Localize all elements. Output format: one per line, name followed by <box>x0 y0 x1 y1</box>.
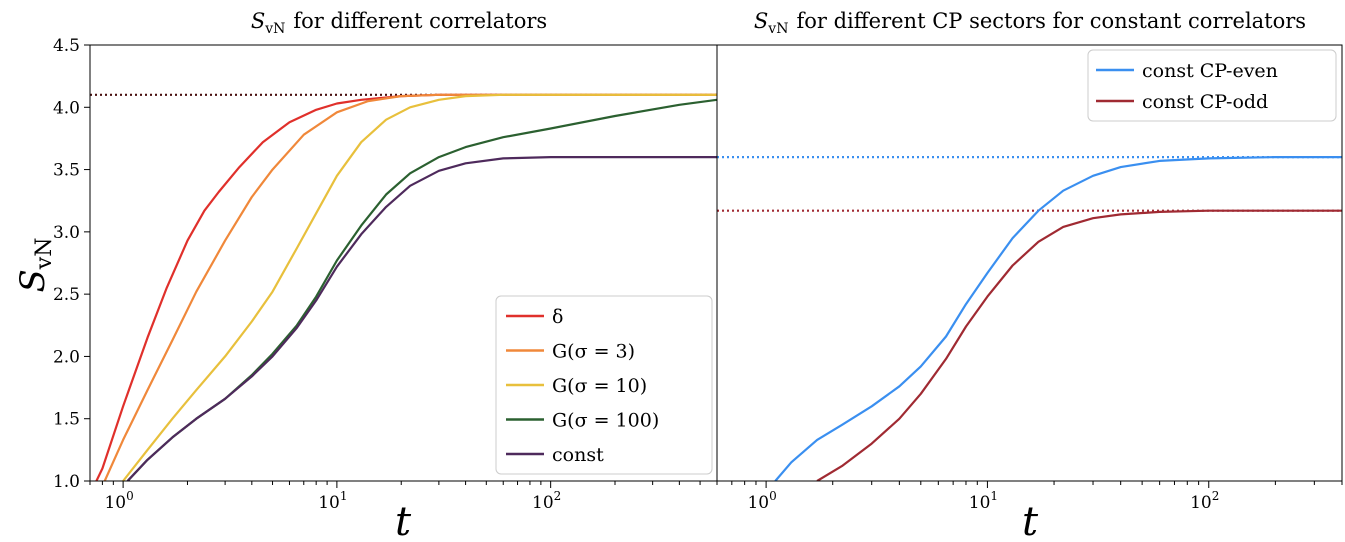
legend-label-3: G(σ = 100) <box>552 410 659 432</box>
legend-label-0: δ <box>552 306 563 328</box>
y-axis-label: SvN <box>13 238 57 293</box>
x-tick-label-1: 101 <box>318 489 347 513</box>
y-tick-label-5: 3.5 <box>53 161 80 181</box>
right-plot-frame <box>716 44 1343 482</box>
x-tick-label-0: 100 <box>104 489 133 513</box>
right-plot-area: 100 101 102 <box>716 44 1343 513</box>
y-tick-label-4: 3.0 <box>53 223 80 243</box>
series-line-2 <box>122 93 717 481</box>
y-tick-label-3: 2.5 <box>53 285 80 305</box>
right-legend-frame <box>1087 49 1337 122</box>
series-line-4 <box>126 156 717 481</box>
y-tick-label-7: 4.5 <box>53 36 80 56</box>
y-tick-label-2: 2.0 <box>53 347 80 367</box>
legend-label-0: const CP-even <box>1142 60 1278 82</box>
right-x-axis-label: t <box>1022 499 1039 542</box>
left-legend: δ G(σ = 3) G(σ = 10) G(σ = 100) const <box>495 295 713 475</box>
left-plot-area: 1.0 1.5 2.0 2.5 3.0 3.5 4.0 4.5 100 101 102 <box>53 36 718 513</box>
y-tick-label-6: 4.0 <box>53 98 80 118</box>
series-line-1 <box>816 209 1342 481</box>
x-tick-label-0: 100 <box>747 489 776 513</box>
series-line-0 <box>774 156 1342 481</box>
series-line-1 <box>103 93 717 481</box>
left-chart-title: SvN for different correlators <box>251 9 547 37</box>
left-legend-frame <box>495 295 713 475</box>
y-tick-label-1: 1.5 <box>53 410 80 430</box>
legend-label-2: G(σ = 10) <box>552 375 647 397</box>
x-tick-label-2: 102 <box>1190 489 1219 513</box>
y-tick-label-0: 1.0 <box>53 472 80 492</box>
legend-label-1: G(σ = 3) <box>552 341 635 363</box>
legend-label-4: const <box>552 444 604 466</box>
x-tick-label-2: 102 <box>532 489 561 513</box>
right-legend: const CP-even const CP-odd <box>1087 49 1337 122</box>
x-tick-label-1: 101 <box>969 489 998 513</box>
left-x-axis-label: t <box>395 499 412 542</box>
legend-label-1: const CP-odd <box>1142 91 1268 113</box>
right-chart-title: SvN for different CP sectors for constant… <box>754 9 1306 37</box>
